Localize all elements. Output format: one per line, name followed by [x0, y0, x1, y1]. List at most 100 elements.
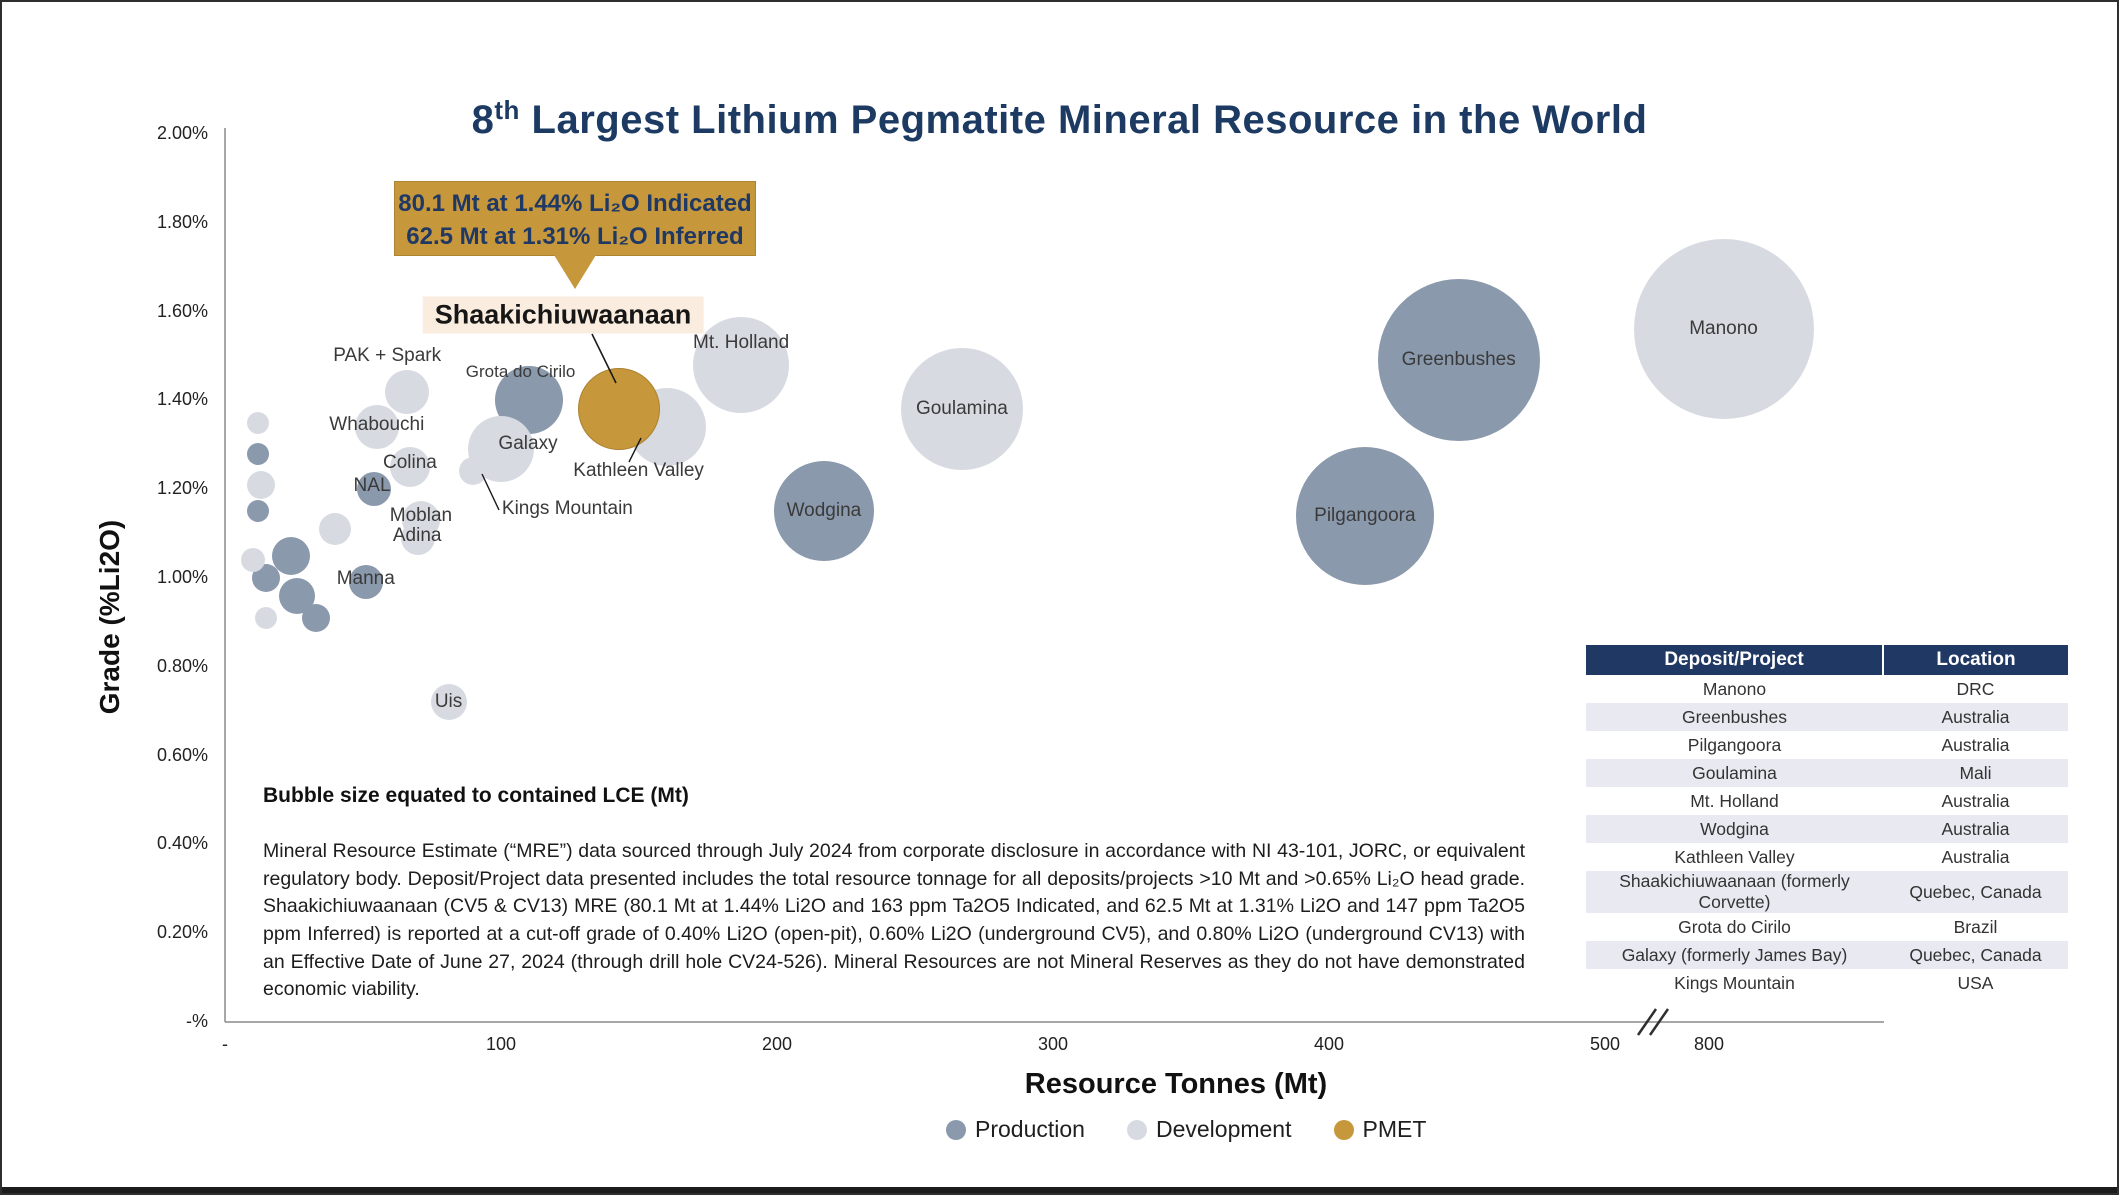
legend-label: Production — [975, 1116, 1085, 1142]
bubble-label-manono: Manono — [1689, 318, 1758, 340]
bubble-unlabeled — [247, 442, 270, 465]
bubble-goulamina — [900, 348, 1023, 471]
x-tick-label: 400 — [1313, 1034, 1345, 1054]
location-cell: DRC — [1956, 678, 1995, 699]
notes-block: Bubble size equated to contained LCE (Mt… — [263, 784, 1525, 1004]
y-tick-label: 1.80% — [156, 211, 208, 232]
column-header-deposit: Deposit/Project — [1586, 645, 1884, 675]
bubble-moblan — [401, 501, 440, 540]
bubble-label-kathleen-valley: Kathleen Valley — [573, 460, 704, 482]
table-row: Goulamina Mali — [1586, 759, 2068, 787]
location-cell: Mali — [1883, 759, 2068, 787]
bubble-label-nal: NAL — [353, 475, 391, 497]
deposit-cell: Galaxy (formerly James Bay) — [1586, 941, 1883, 969]
x-axis-title: Resource Tonnes (Mt) — [1024, 1068, 1328, 1100]
deposit-cell: Goulamina — [1586, 759, 1883, 787]
bubble-wodgina — [773, 461, 874, 562]
bubble-unlabeled — [278, 577, 315, 614]
bubble-pak-spark — [385, 369, 430, 414]
bubble-label-adina: Adina — [392, 525, 442, 547]
bubble-label-uis: Uis — [434, 691, 463, 713]
x-tick-label: 200 — [761, 1034, 793, 1054]
location-cell: Quebec, Canada — [1883, 871, 2068, 913]
y-tick-label: 0.60% — [156, 744, 208, 765]
table-row: Galaxy (formerly James Bay) Quebec, Canad… — [1586, 941, 2068, 969]
x-tick-label: 500 — [1589, 1034, 1621, 1054]
bubble-uis — [430, 684, 467, 721]
y-tick-label: 0.40% — [156, 833, 208, 854]
legend-item-development: Development — [1126, 1116, 1292, 1143]
bubble-label-wodgina: Wodgina — [786, 500, 862, 522]
bubble-unlabeled — [272, 536, 311, 575]
bubble-label-colina: Colina — [382, 452, 437, 473]
location-cell: Australia — [1883, 703, 2068, 731]
bubble-unlabeled — [247, 500, 270, 523]
bubble-unlabeled — [302, 603, 331, 632]
x-tick-label: - — [222, 1034, 228, 1054]
location-cell: USA — [1957, 972, 1994, 993]
bubble-galaxy — [468, 416, 534, 483]
legend-dot-icon — [1333, 1119, 1354, 1140]
kathleen-valley-leader-line — [628, 437, 642, 463]
table-row: Mt. Holland Australia — [1586, 787, 2068, 815]
bubble-label-kings-mountain: Kings Mountain — [501, 498, 633, 520]
axis-break-mark — [1636, 1008, 1658, 1036]
deposit-cell: Wodgina — [1586, 815, 1883, 843]
callout-line-2: 62.5 Mt at 1.31% Li₂O Inferred — [406, 223, 744, 250]
location-cell: Quebec, Canada — [1883, 941, 2068, 969]
x-tick-label: 300 — [1037, 1034, 1069, 1054]
y-tick-label: 1.00% — [156, 567, 208, 587]
y-tick-label: 0.80% — [156, 655, 208, 676]
location-cell: Australia — [1941, 790, 2010, 811]
legend-item-production: Production — [946, 1116, 1085, 1143]
bubble-label-manna: Manna — [336, 568, 395, 590]
y-tick-label: 1.20% — [156, 478, 208, 499]
chart-legend: Production Development PMET — [946, 1116, 1426, 1143]
table-row: Shaakichiuwaanaan (formerly Corvette) Que… — [1586, 871, 2068, 913]
slide-bottom-border — [2, 1187, 2117, 1193]
page-title: 8th Largest Lithium Pegmatite Mineral Re… — [2, 95, 2117, 143]
bubble-grota-do-cirilo — [494, 366, 563, 435]
location-cell: Australia — [1941, 734, 2010, 755]
table-header-row: Deposit/Project Location — [1586, 645, 2068, 675]
deposit-cell: Manono — [1702, 678, 1767, 699]
table-row: Grota do Cirilo Brazil — [1586, 913, 2068, 941]
bubble-label-pak-spark: PAK + Spark — [333, 344, 442, 366]
legend-item-pmet: PMET — [1333, 1116, 1426, 1143]
bubble-unlabeled — [255, 606, 278, 629]
bubble-size-note: Bubble size equated to contained LCE (Mt… — [263, 784, 689, 807]
bubble-label-whabouchi: Whabouchi — [329, 414, 425, 436]
shaakichiuwaanaan-leader-line — [591, 333, 617, 384]
deposit-cell: Grota do Cirilo — [1678, 916, 1791, 937]
bubble-whabouchi — [354, 405, 399, 450]
mre-disclosure-text: Mineral Resource Estimate (“MRE”) data s… — [263, 840, 1525, 1001]
location-cell: Brazil — [1953, 916, 1998, 937]
legend-dot-icon — [1126, 1119, 1147, 1140]
bubble-manono — [1633, 239, 1814, 420]
bubble-label-goulamina: Goulamina — [915, 398, 1008, 420]
table-row: Greenbushes Australia — [1586, 703, 2068, 731]
column-header-location: Location — [1883, 645, 2068, 675]
axis-break-mark — [1648, 1008, 1670, 1036]
bubble-unlabeled — [240, 548, 265, 573]
deposit-cell: Shaakichiuwaanaan (formerly Corvette) — [1586, 871, 1883, 913]
title-text: Largest Lithium Pegmatite Mineral Resour… — [519, 98, 1648, 142]
deposit-cell: Kings Mountain — [1674, 972, 1795, 993]
deposit-cell: Mt. Holland — [1690, 790, 1779, 811]
deposit-cell: Kathleen Valley — [1674, 846, 1795, 867]
y-axis-title: Grade (%Li2O) — [94, 519, 125, 715]
bubble-nal — [357, 472, 392, 507]
bubble-unlabeled — [252, 564, 281, 592]
bubble-mt-holland — [693, 316, 790, 413]
y-tick-label: 1.60% — [156, 300, 208, 321]
bubble-shaakichiuwaanaan — [577, 368, 660, 451]
y-tick-label: 0.20% — [156, 922, 208, 943]
resource-callout: 80.1 Mt at 1.44% Li₂O Indicated 62.5 Mt … — [394, 181, 756, 256]
bubble-label-greenbushes: Greenbushes — [1401, 349, 1516, 371]
bubble-kings-mountain — [459, 457, 488, 486]
y-tick-label: 1.40% — [156, 389, 208, 410]
